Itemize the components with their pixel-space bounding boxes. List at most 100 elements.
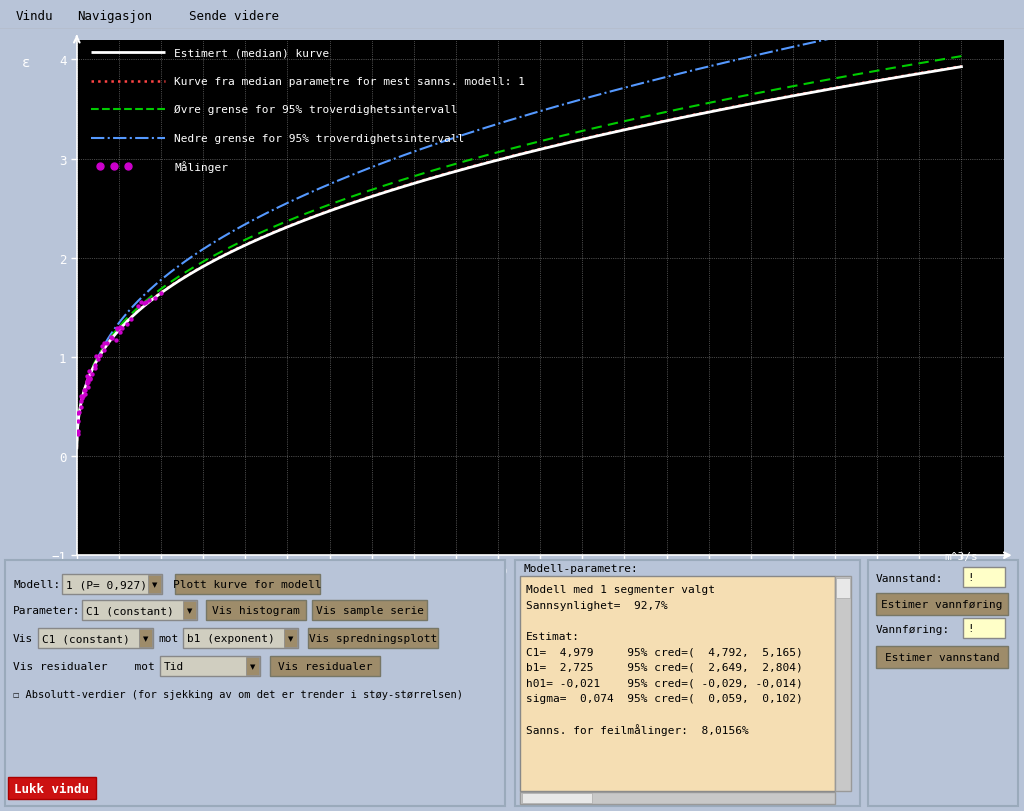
Text: Vannstand:: Vannstand:	[876, 573, 943, 583]
Point	[82, 373, 98, 386]
Text: Estimer vannstand: Estimer vannstand	[885, 652, 999, 663]
Point	[112, 321, 128, 334]
Bar	[38, 629, 153, 648]
Text: 1 (P= 0,927): 1 (P= 0,927)	[66, 580, 147, 590]
Text: Vis residualer    mot: Vis residualer mot	[13, 661, 155, 672]
Bar	[5, 560, 505, 806]
Text: Kurve fra median parametre for mest sanns. modell: 1: Kurve fra median parametre for mest sann…	[174, 77, 525, 87]
Bar	[522, 793, 592, 803]
Point	[70, 428, 86, 441]
Text: Vis histogram: Vis histogram	[212, 606, 300, 616]
Point	[130, 300, 146, 313]
Point	[70, 425, 86, 438]
Text: ε: ε	[22, 56, 30, 70]
Text: Vindu: Vindu	[15, 11, 53, 24]
Text: Vis sample serie: Vis sample serie	[315, 606, 424, 616]
Text: b1 (exponent): b1 (exponent)	[187, 633, 274, 643]
Point	[76, 384, 92, 397]
Point	[87, 362, 103, 375]
Point	[153, 287, 169, 300]
Point	[77, 388, 93, 401]
Text: ☐ Absolutt-verdier (for sjekking av om det er trender i støy-størrelsen): ☐ Absolutt-verdier (for sjekking av om d…	[13, 689, 463, 699]
Point	[92, 349, 109, 362]
Text: Navigasjon: Navigasjon	[77, 11, 152, 24]
Text: Tid: Tid	[164, 661, 184, 672]
Point	[82, 372, 98, 385]
Text: h01= -0,021    95% cred=( -0,029, -0,014): h01= -0,021 95% cred=( -0,029, -0,014)	[526, 677, 803, 687]
Text: Modell-parametre:: Modell-parametre:	[523, 564, 638, 573]
Text: Parameter:: Parameter:	[13, 606, 81, 616]
Bar	[160, 656, 260, 676]
Text: ▼: ▼	[187, 607, 193, 613]
Text: Vis spredningsplott: Vis spredningsplott	[309, 633, 437, 643]
Bar	[284, 629, 297, 647]
Bar	[183, 629, 298, 648]
Point	[95, 337, 112, 350]
Point	[75, 389, 91, 402]
Bar	[836, 578, 850, 599]
Text: Vis: Vis	[13, 633, 33, 643]
Point	[109, 334, 125, 347]
Point	[109, 324, 125, 337]
Point	[99, 337, 116, 350]
Text: Plott kurve for modell: Plott kurve for modell	[173, 580, 322, 590]
Point	[123, 313, 139, 326]
Point	[81, 371, 97, 384]
Bar	[62, 574, 162, 594]
Text: Sanns. for feilmålinger:  8,0156%: Sanns. for feilmålinger: 8,0156%	[526, 723, 749, 736]
Point	[70, 407, 86, 420]
Bar	[312, 600, 427, 620]
Text: C1=  4,979     95% cred=(  4,792,  5,165): C1= 4,979 95% cred=( 4,792, 5,165)	[526, 646, 803, 656]
Bar	[876, 646, 1008, 668]
Text: Vannføring:: Vannføring:	[876, 624, 950, 634]
Point	[88, 350, 104, 363]
Bar	[139, 629, 152, 647]
Text: Estimert (median) kurve: Estimert (median) kurve	[174, 49, 330, 58]
Point	[146, 292, 163, 305]
Point	[110, 323, 126, 336]
Bar	[8, 777, 96, 799]
Point	[80, 372, 96, 385]
Text: Øvre grense for 95% troverdighetsintervall: Øvre grense for 95% troverdighetsinterva…	[174, 105, 458, 115]
Text: mot: mot	[158, 633, 178, 643]
Point	[84, 367, 100, 380]
Point	[138, 296, 155, 309]
Bar	[963, 619, 1005, 638]
Point	[80, 380, 96, 393]
Point	[79, 376, 95, 389]
Point	[73, 401, 89, 414]
Bar	[835, 577, 851, 791]
Point	[136, 298, 153, 311]
Text: Sannsynlighet=  92,7%: Sannsynlighet= 92,7%	[526, 600, 668, 610]
Point	[94, 340, 111, 353]
Text: !: !	[967, 624, 974, 633]
Point	[140, 294, 157, 307]
Point	[113, 326, 129, 339]
Bar	[868, 560, 1018, 806]
Bar	[148, 576, 161, 594]
Bar	[206, 600, 306, 620]
Point	[80, 375, 96, 388]
Bar	[175, 574, 319, 594]
Point	[96, 344, 113, 357]
Point	[74, 392, 90, 405]
Point	[90, 353, 106, 366]
Text: Estimer vannføring: Estimer vannføring	[882, 599, 1002, 609]
Point	[114, 322, 130, 335]
Text: m^3/s: m^3/s	[944, 551, 978, 561]
Point	[119, 318, 135, 331]
Text: ▼: ▼	[289, 635, 294, 642]
Bar	[515, 560, 860, 806]
Point	[70, 415, 86, 428]
Bar	[183, 602, 196, 620]
Text: !: !	[967, 573, 974, 582]
Bar	[876, 594, 1008, 616]
Point	[79, 370, 95, 383]
Point	[73, 395, 89, 408]
Text: b1=  2,725     95% cred=(  2,649,  2,804): b1= 2,725 95% cred=( 2,649, 2,804)	[526, 662, 803, 672]
Point	[133, 297, 150, 310]
Text: Vis residualer: Vis residualer	[278, 661, 373, 672]
Bar	[82, 600, 197, 620]
Point	[78, 375, 94, 388]
Text: Lukk vindu: Lukk vindu	[14, 782, 89, 795]
